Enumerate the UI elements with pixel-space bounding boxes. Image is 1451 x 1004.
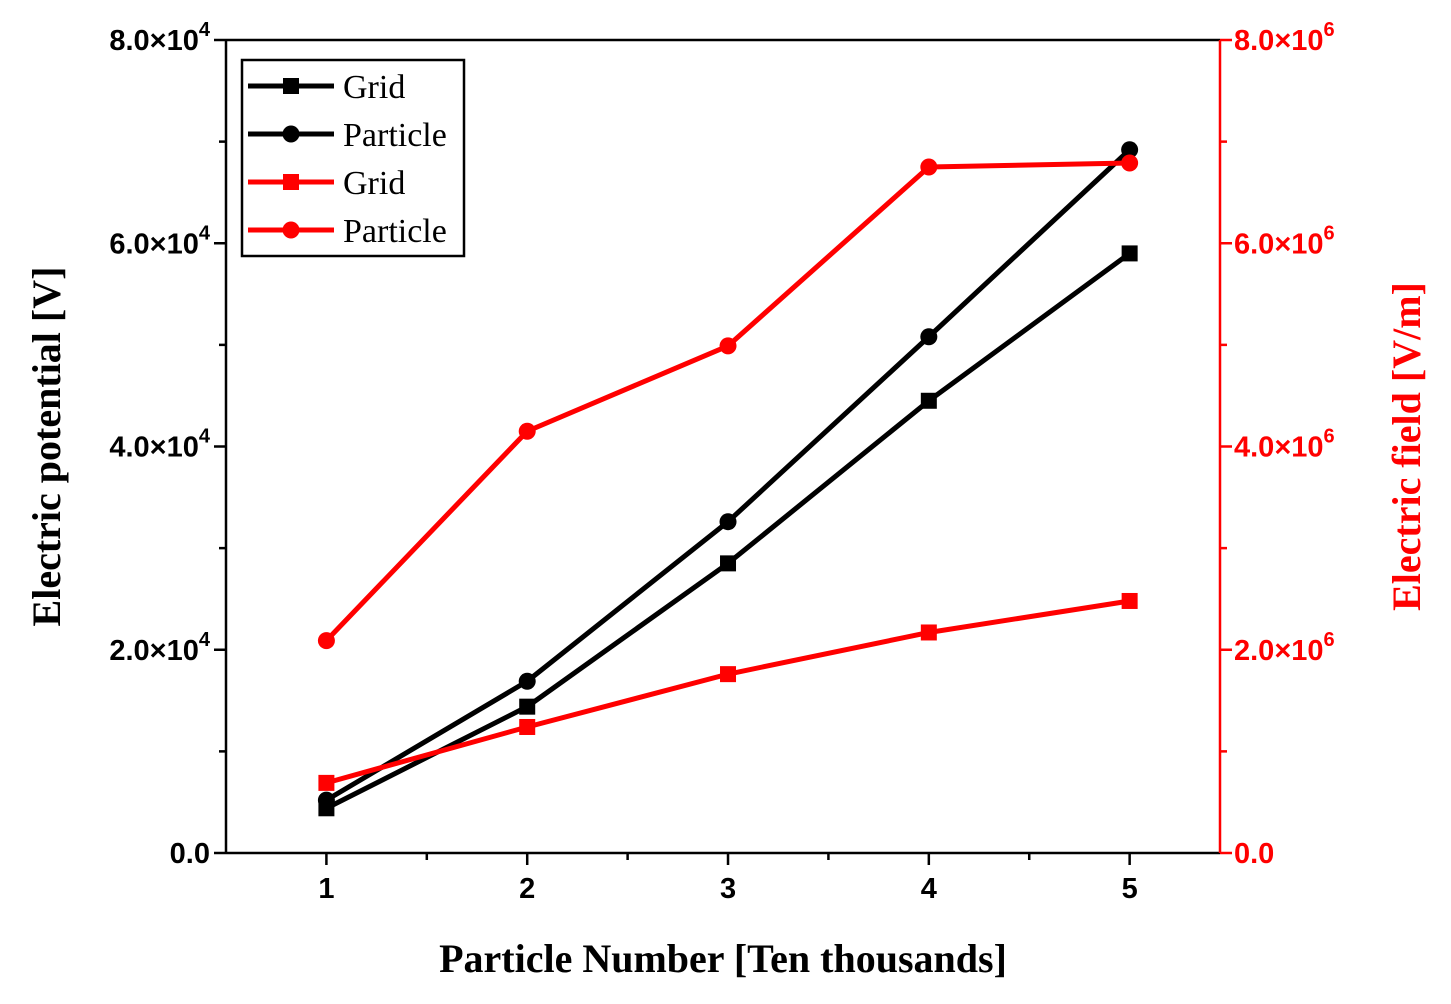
data-point (1121, 592, 1138, 609)
series-line (325, 251, 1132, 811)
x-tick-label: 5 (1122, 873, 1138, 905)
data-point (920, 158, 938, 176)
data-point (518, 672, 536, 690)
legend-label: Grid (343, 165, 405, 202)
series-right-grid (318, 592, 1138, 791)
legend-item: Grid (248, 165, 405, 202)
legend-item: Particle (248, 117, 447, 154)
data-point (317, 632, 335, 650)
y-axis-right-title: Electric field [V/m] (1384, 282, 1429, 611)
legend-swatch-marker (283, 174, 299, 190)
data-point (719, 513, 737, 531)
legend-swatch-marker (282, 221, 300, 239)
y-right-tick-label: 8.0×106 (1234, 19, 1335, 57)
chart-ticks (214, 38, 1232, 865)
y-left-tick-label: 6.0×104 (109, 222, 211, 260)
data-point (1121, 141, 1139, 159)
data-point (1121, 154, 1139, 172)
legend-label: Particle (343, 117, 447, 154)
data-point (318, 774, 335, 791)
x-tick-label: 2 (519, 873, 535, 905)
y-left-tick-label: 2.0×104 (109, 629, 211, 667)
y-left-tick-label: 4.0×104 (109, 426, 211, 464)
x-axis-title: Particle Number [Ten thousands] (439, 936, 1007, 981)
data-point (920, 624, 937, 641)
data-point (1121, 245, 1138, 262)
data-point (519, 698, 536, 715)
data-point (920, 328, 938, 346)
legend-item: Particle (248, 213, 447, 250)
legend-swatch-marker (282, 125, 300, 143)
y-left-tick-label: 8.0×104 (109, 19, 211, 57)
x-tick-label: 3 (720, 873, 736, 905)
series-left-particle (317, 141, 1139, 809)
x-tick-label: 1 (318, 873, 334, 905)
legend-item: Grid (248, 69, 405, 106)
legend-label: Particle (343, 213, 447, 250)
data-point (720, 666, 737, 683)
data-point (519, 718, 536, 735)
y-right-tick-label: 4.0×106 (1234, 426, 1335, 464)
chart-series (317, 141, 1139, 817)
y-right-tick-label: 2.0×106 (1234, 629, 1335, 667)
y-right-tick-label: 6.0×106 (1234, 222, 1335, 260)
tick-labels: 1 2 3 4 5 0.0 2.0×104 4.0×104 6.0×104 8.0×104 0.0 2… (109, 19, 1334, 905)
y-axis-left-title: Electric potential [V] (24, 267, 69, 627)
series-right-particle (317, 154, 1139, 650)
series-line (325, 598, 1131, 786)
legend-label: Grid (343, 69, 405, 106)
y-right-tick-label: 0.0 (1234, 838, 1274, 870)
data-point (719, 337, 737, 355)
data-point (720, 555, 737, 572)
legend-swatch-marker (283, 78, 299, 94)
x-tick-label: 4 (921, 873, 937, 905)
legend-box (240, 58, 466, 258)
data-point (518, 422, 536, 440)
y-left-tick-label: 0.0 (170, 838, 210, 870)
data-point (920, 392, 937, 409)
legend: Grid Particle Grid Particle (240, 58, 466, 258)
data-point (317, 791, 335, 809)
